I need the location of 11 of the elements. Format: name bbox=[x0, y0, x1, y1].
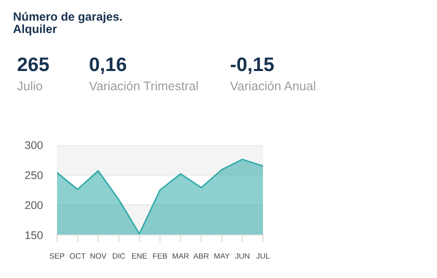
text: 0,16 bbox=[90, 57, 126, 74]
text: -0,15 bbox=[230, 57, 274, 74]
text: 265 bbox=[18, 57, 49, 72]
text: Variación Trimestral bbox=[89, 81, 198, 90]
text: Variación Anual bbox=[230, 81, 316, 90]
text: Julio bbox=[17, 81, 42, 90]
y-tick-label: 200 bbox=[25, 201, 43, 210]
y-tick-label: 150 bbox=[25, 231, 43, 240]
y-tick-label: 300 bbox=[25, 141, 43, 150]
chart-title: Número de garajes. Alquiler bbox=[13, 12, 122, 36]
y-tick-label: 250 bbox=[25, 171, 43, 180]
